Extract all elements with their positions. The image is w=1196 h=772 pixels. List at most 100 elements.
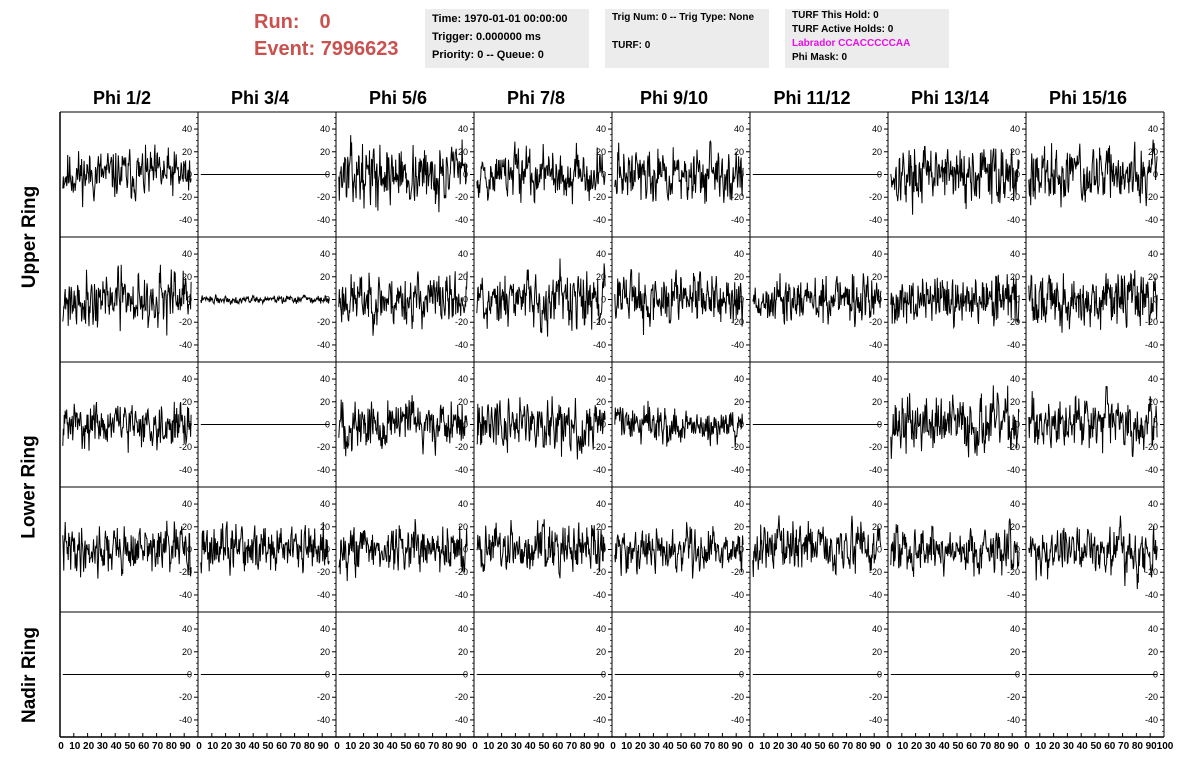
y-tick-label: 20 xyxy=(872,522,882,532)
y-tick-label: -20 xyxy=(593,692,606,702)
x-tick-label: 40 xyxy=(939,741,951,752)
x-tick-label: 50 xyxy=(676,741,688,752)
x-tick-label: 0 xyxy=(1024,741,1030,752)
x-tick-label: 60 xyxy=(966,741,978,752)
y-tick-label: -40 xyxy=(455,590,468,600)
x-tick-label: 50 xyxy=(400,741,412,752)
turf-text: TURF: 0 xyxy=(612,40,651,51)
y-tick-label: -20 xyxy=(317,192,330,202)
y-tick-label: 40 xyxy=(320,624,330,634)
y-tick-label: 40 xyxy=(1148,249,1158,259)
x-tick-label: 40 xyxy=(663,741,675,752)
y-tick-label: 40 xyxy=(734,624,744,634)
x-tick-label: 80 xyxy=(1132,741,1144,752)
y-tick-label: -40 xyxy=(593,340,606,350)
y-tick-label: -20 xyxy=(1007,442,1020,452)
y-tick-label: -20 xyxy=(455,192,468,202)
x-tick-label: 100 xyxy=(1157,741,1174,752)
y-tick-label: 20 xyxy=(182,522,192,532)
x-tick-label: 30 xyxy=(925,741,937,752)
y-tick-label: -20 xyxy=(179,192,192,202)
y-tick-label: -40 xyxy=(731,715,744,725)
y-tick-label: 20 xyxy=(458,397,468,407)
y-tick-label: -20 xyxy=(869,317,882,327)
y-tick-label: -40 xyxy=(1145,715,1158,725)
column-header-phi-1-2: Phi 1/2 xyxy=(92,88,152,108)
y-tick-label: 40 xyxy=(182,124,192,134)
y-tick-label: 20 xyxy=(872,272,882,282)
y-tick-label: 20 xyxy=(458,272,468,282)
waveform-trace-r2-c0 xyxy=(62,401,192,453)
x-tick-label: 50 xyxy=(124,741,136,752)
y-tick-label: 40 xyxy=(1148,374,1158,384)
x-tick-label: 90 xyxy=(732,741,744,752)
x-tick-label: 20 xyxy=(497,741,509,752)
y-tick-label: 40 xyxy=(596,499,606,509)
y-tick-label: 20 xyxy=(1148,522,1158,532)
waveform-trace-r2-c2 xyxy=(338,395,468,457)
x-tick-label: 80 xyxy=(442,741,454,752)
y-tick-label: -40 xyxy=(317,465,330,475)
y-tick-label: 40 xyxy=(1148,624,1158,634)
y-tick-label: -40 xyxy=(179,715,192,725)
y-tick-label: -40 xyxy=(869,465,882,475)
y-tick-label: 40 xyxy=(1148,499,1158,509)
y-tick-label: 20 xyxy=(734,397,744,407)
y-tick-label: 40 xyxy=(1010,374,1020,384)
x-tick-label: 70 xyxy=(842,741,854,752)
y-tick-label: -40 xyxy=(593,715,606,725)
y-tick-label: -40 xyxy=(317,215,330,225)
y-tick-label: -40 xyxy=(455,465,468,475)
x-tick-label: 20 xyxy=(1049,741,1061,752)
column-header-phi-11-12: Phi 11/12 xyxy=(773,88,851,108)
column-header-phi-7-8: Phi 7/8 xyxy=(506,88,566,108)
x-tick-label: 40 xyxy=(801,741,813,752)
y-tick-label: 40 xyxy=(1010,624,1020,634)
y-tick-label: 20 xyxy=(458,647,468,657)
y-tick-label: -40 xyxy=(593,465,606,475)
y-tick-label: -40 xyxy=(731,465,744,475)
x-tick-label: 60 xyxy=(276,741,288,752)
x-tick-label: 90 xyxy=(870,741,882,752)
y-tick-label: 20 xyxy=(182,647,192,657)
run-line: Run: 0 xyxy=(254,11,331,34)
y-tick-label: -40 xyxy=(1145,590,1158,600)
x-tick-label: 0 xyxy=(748,741,754,752)
y-tick-label: 0 xyxy=(877,545,882,555)
y-tick-label: -20 xyxy=(455,692,468,702)
y-tick-label: 20 xyxy=(734,147,744,157)
x-tick-label: 90 xyxy=(594,741,606,752)
y-tick-label: 40 xyxy=(1010,499,1020,509)
x-tick-label: 50 xyxy=(538,741,550,752)
y-tick-label: -20 xyxy=(593,442,606,452)
y-tick-label: -20 xyxy=(731,692,744,702)
y-tick-label: -40 xyxy=(179,590,192,600)
column-header-phi-3-4: Phi 3/4 xyxy=(230,88,290,108)
x-tick-label: 90 xyxy=(318,741,330,752)
y-tick-label: 40 xyxy=(458,499,468,509)
y-tick-label: -20 xyxy=(179,317,192,327)
y-tick-label: -40 xyxy=(593,590,606,600)
y-tick-label: 40 xyxy=(872,374,882,384)
x-tick-label: 10 xyxy=(483,741,495,752)
y-tick-label: -20 xyxy=(593,567,606,577)
x-tick-label: 70 xyxy=(1118,741,1130,752)
waveform-trace-r1-c3 xyxy=(476,258,606,337)
x-tick-label: 60 xyxy=(1104,741,1116,752)
y-tick-label: 40 xyxy=(734,374,744,384)
x-tick-label: 70 xyxy=(152,741,164,752)
y-tick-label: -40 xyxy=(317,340,330,350)
y-tick-label: 20 xyxy=(182,272,192,282)
x-tick-label: 50 xyxy=(262,741,274,752)
y-tick-label: 20 xyxy=(734,522,744,532)
y-tick-label: 40 xyxy=(182,374,192,384)
y-tick-label: 0 xyxy=(739,545,744,555)
waveform-trace-r2-c3 xyxy=(476,396,606,460)
waveform-trace-r0-c6 xyxy=(890,145,1020,215)
y-tick-label: -40 xyxy=(1145,215,1158,225)
y-tick-label: 0 xyxy=(1153,420,1158,430)
x-tick-label: 90 xyxy=(1008,741,1020,752)
y-tick-label: -20 xyxy=(1145,692,1158,702)
y-tick-label: -40 xyxy=(731,340,744,350)
y-tick-label: 40 xyxy=(1010,249,1020,259)
